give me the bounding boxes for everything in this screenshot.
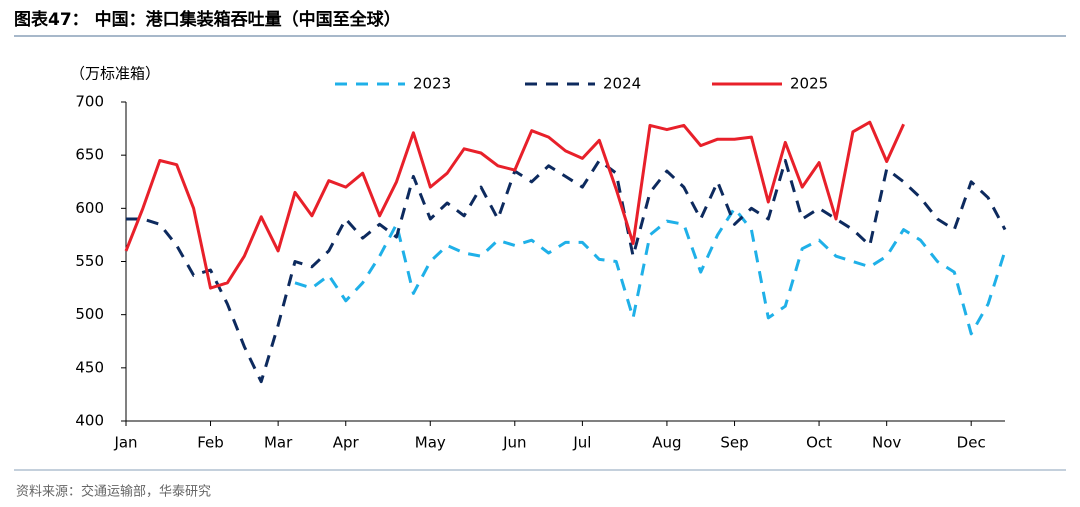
x-tick-label: May	[415, 434, 446, 452]
y-tick-label: 650	[75, 146, 104, 164]
x-tick-label: Mar	[264, 434, 293, 452]
chart-title: 图表47： 中国：港口集装箱吞吐量（中国至全球）	[14, 9, 401, 30]
legend-label: 2023	[413, 75, 451, 93]
source: 资料来源：交通运输部，华泰研究	[16, 484, 211, 500]
y-tick-label: 550	[75, 252, 104, 270]
y-tick-label: 500	[75, 305, 104, 323]
x-tick-label: Jul	[572, 434, 591, 452]
x-tick-label: Feb	[197, 434, 224, 452]
y-axis-label: （万标准箱）	[70, 65, 160, 83]
x-tick-label: Oct	[806, 434, 832, 452]
series-line	[126, 159, 1007, 384]
y-tick-label: 700	[75, 93, 104, 111]
series-line	[294, 206, 1007, 336]
legend-label: 2025	[790, 75, 828, 93]
series-line	[124, 120, 905, 290]
x-tick-label: Jun	[502, 434, 526, 452]
x-tick-label: Sep	[720, 434, 748, 452]
x-tick-label: Dec	[957, 434, 986, 452]
y-tick-label: 400	[75, 412, 104, 430]
x-tick-label: Apr	[333, 434, 360, 452]
x-tick-label: Jan	[113, 434, 137, 452]
y-tick-label: 450	[75, 358, 104, 376]
y-tick-label: 600	[75, 199, 104, 217]
x-tick-label: Aug	[652, 434, 681, 452]
x-tick-label: Nov	[872, 434, 901, 452]
legend-label: 2024	[603, 75, 641, 93]
